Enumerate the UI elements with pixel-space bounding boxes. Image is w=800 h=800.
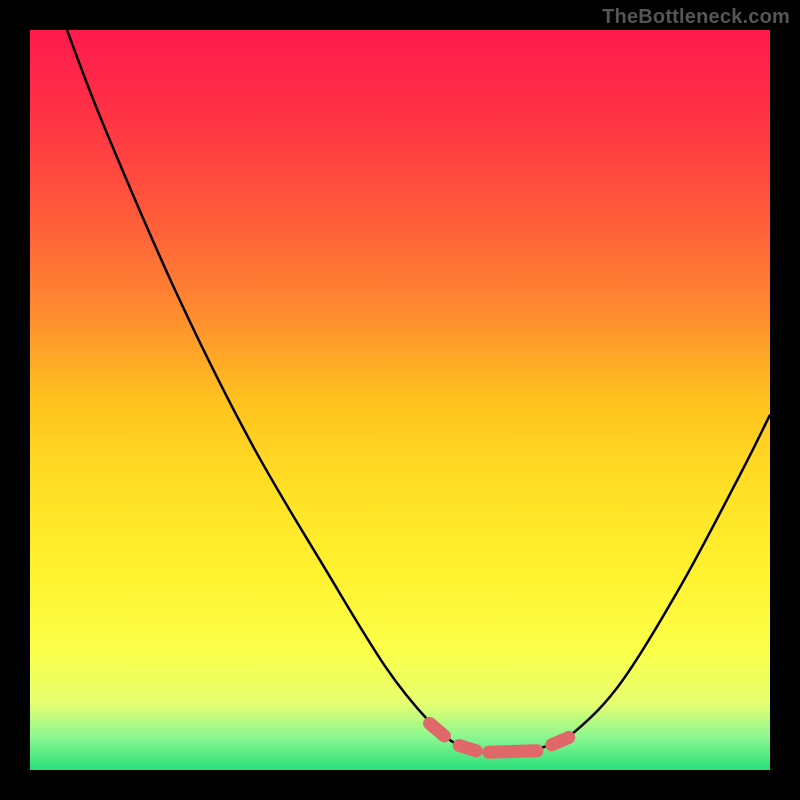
chart-frame: TheBottleneck.com xyxy=(0,0,800,800)
gradient-background xyxy=(30,30,770,770)
attribution-label: TheBottleneck.com xyxy=(602,6,790,29)
marker-segment xyxy=(459,746,476,751)
marker-segment xyxy=(552,737,569,744)
bottleneck-chart xyxy=(0,0,800,800)
marker-segment xyxy=(489,751,537,752)
